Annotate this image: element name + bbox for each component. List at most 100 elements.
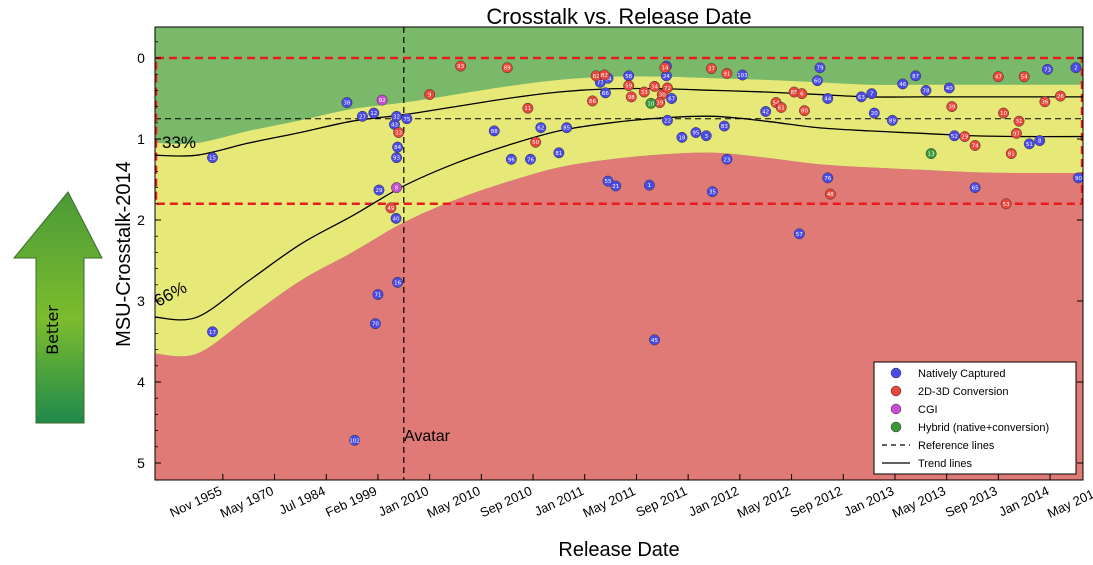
data-point-2d-3d-conversion[interactable]: 36 (1039, 96, 1051, 108)
data-point-2d-3d-conversion[interactable]: 29 (959, 131, 971, 143)
data-point-cgi[interactable]: 8 (391, 182, 403, 194)
data-point-natively-captured[interactable]: 58 (623, 70, 635, 82)
data-point-label: 81 (555, 151, 562, 157)
data-point-natively-captured[interactable]: 40 (390, 212, 402, 224)
data-point-natively-captured[interactable]: 102 (349, 434, 361, 446)
data-point-natively-captured[interactable]: 79 (814, 62, 826, 74)
data-point-natively-captured[interactable]: 52 (948, 130, 960, 142)
data-point-2d-3d-conversion[interactable]: 86 (587, 95, 598, 107)
data-point-natively-captured[interactable]: 44 (822, 93, 834, 104)
data-point-natively-captured[interactable]: 95 (690, 127, 702, 138)
data-point-natively-captured[interactable]: 89 (886, 114, 898, 126)
data-point-natively-captured[interactable]: 88 (488, 125, 500, 137)
data-point-2d-3d-conversion[interactable]: 49 (385, 202, 397, 214)
data-point-marker (705, 63, 717, 74)
data-point-natively-captured[interactable]: 73 (1042, 63, 1053, 75)
data-point-natively-captured[interactable]: 18 (676, 131, 688, 143)
data-point-natively-captured[interactable]: 96 (505, 153, 517, 165)
data-point-2d-3d-conversion[interactable]: 54 (1018, 71, 1030, 83)
data-point-natively-captured[interactable]: 7 (866, 88, 878, 100)
data-point-natively-captured[interactable]: 55 (602, 175, 614, 187)
data-point-2d-3d-conversion[interactable]: 33 (393, 127, 405, 138)
data-point-2d-3d-conversion[interactable]: 31 (1013, 115, 1025, 127)
data-point-natively-captured[interactable]: 76 (525, 153, 536, 165)
data-point-natively-captured[interactable]: 71 (372, 289, 384, 300)
data-point-2d-3d-conversion[interactable]: 97 (1010, 127, 1022, 139)
data-point-natively-captured[interactable]: 22 (662, 114, 673, 126)
data-point-2d-3d-conversion[interactable]: 9 (424, 89, 436, 100)
data-point-2d-3d-conversion[interactable]: 33 (638, 86, 650, 98)
data-point-2d-3d-conversion[interactable]: 91 (721, 67, 733, 79)
data-point-natively-captured[interactable]: 66 (599, 87, 611, 99)
data-point-natively-captured[interactable]: 46 (897, 78, 909, 90)
data-point-natively-captured[interactable]: 103 (736, 69, 748, 81)
data-point-natively-captured[interactable]: 93 (391, 152, 403, 164)
data-point-natively-captured[interactable]: 62 (535, 122, 547, 134)
data-point-2d-3d-conversion[interactable]: 59 (623, 80, 635, 91)
data-point-natively-captured[interactable]: 2 (1070, 62, 1082, 74)
data-point-natively-captured[interactable]: 8 (1034, 135, 1046, 147)
data-point-2d-3d-conversion[interactable]: 37 (705, 63, 717, 74)
data-point-natively-captured[interactable]: 51 (1023, 138, 1035, 150)
data-point-2d-3d-conversion[interactable]: 81 (1005, 148, 1017, 160)
data-point-natively-captured[interactable]: 12 (368, 107, 380, 119)
data-point-2d-3d-conversion[interactable]: 14 (659, 62, 671, 74)
data-point-natively-captured[interactable]: 76 (822, 172, 834, 184)
data-point-2d-3d-conversion[interactable]: 47 (992, 71, 1004, 83)
data-point-2d-3d-conversion[interactable]: 11 (522, 102, 534, 114)
data-point-natively-captured[interactable]: 83 (718, 120, 730, 132)
data-point-2d-3d-conversion[interactable]: 10 (998, 107, 1009, 119)
data-point-natively-captured[interactable]: 27 (356, 110, 368, 122)
data-point-2d-3d-conversion[interactable]: 93 (455, 60, 467, 72)
data-point-2d-3d-conversion[interactable]: 6 (796, 88, 808, 100)
data-point-natively-captured[interactable]: 57 (793, 228, 805, 240)
data-point-natively-captured[interactable]: 78 (920, 84, 932, 96)
data-point-2d-3d-conversion[interactable]: 72 (662, 82, 673, 94)
data-point-hybrid-native-conversion[interactable]: 10 (645, 97, 657, 109)
data-point-natively-captured[interactable]: 65 (969, 182, 981, 194)
data-point-natively-captured[interactable]: 35 (706, 186, 718, 198)
data-point-natively-captured[interactable]: 16 (392, 276, 404, 288)
data-point-natively-captured[interactable]: 29 (373, 184, 385, 196)
data-point-2d-3d-conversion[interactable]: 34 (649, 80, 660, 92)
data-point-2d-3d-conversion[interactable]: 61 (775, 101, 787, 113)
data-point-hybrid-native-conversion[interactable]: 13 (925, 148, 937, 160)
data-point-natively-captured[interactable]: 20 (868, 107, 880, 119)
data-point-marker (369, 318, 381, 330)
data-point-natively-captured[interactable]: 17 (207, 326, 218, 338)
data-point-2d-3d-conversion[interactable]: 98 (625, 91, 637, 103)
data-point-natively-captured[interactable]: 70 (369, 318, 381, 330)
data-point-2d-3d-conversion[interactable]: 39 (946, 101, 958, 113)
data-point-natively-captured[interactable]: 32 (391, 110, 403, 122)
data-point-2d-3d-conversion[interactable]: 82 (598, 69, 610, 81)
data-point-2d-3d-conversion[interactable]: 26 (1054, 90, 1066, 102)
data-point-natively-captured[interactable]: 23 (721, 153, 733, 165)
data-point-natively-captured[interactable]: 85 (561, 122, 573, 134)
data-point-natively-captured[interactable]: 21 (610, 180, 622, 192)
data-point-label: 8 (395, 186, 399, 192)
legend-entry: Trend lines (882, 458, 973, 470)
data-point-natively-captured[interactable]: 87 (910, 70, 922, 82)
data-point-natively-captured[interactable]: 90 (1073, 172, 1083, 184)
data-point-2d-3d-conversion[interactable]: 50 (530, 136, 542, 148)
data-point-natively-captured[interactable]: 45 (649, 334, 660, 346)
data-point-2d-3d-conversion[interactable]: 53 (1000, 198, 1012, 210)
data-point-natively-captured[interactable]: 3 (700, 130, 712, 142)
data-point-natively-captured[interactable]: 67 (666, 93, 678, 104)
data-point-natively-captured[interactable]: 1 (643, 179, 655, 191)
data-point-2d-3d-conversion[interactable]: 48 (824, 188, 836, 200)
data-point-natively-captured[interactable]: 40 (943, 82, 955, 94)
data-point-cgi[interactable]: 92 (376, 94, 388, 106)
data-point-natively-captured[interactable]: 81 (553, 147, 565, 159)
data-point-2d-3d-conversion[interactable]: 80 (799, 105, 810, 117)
data-point-natively-captured[interactable]: 38 (341, 97, 353, 109)
data-point-natively-captured[interactable]: 63 (855, 91, 867, 103)
data-point-2d-3d-conversion[interactable]: 74 (969, 140, 981, 151)
data-point-natively-captured[interactable]: 60 (811, 75, 823, 87)
data-point-2d-3d-conversion[interactable]: 89 (501, 62, 513, 74)
data-point-natively-captured[interactable]: 42 (760, 106, 772, 117)
data-point-natively-captured[interactable]: 15 (207, 152, 218, 164)
data-point-natively-captured[interactable]: 75 (401, 113, 413, 125)
legend-entry: CGI (890, 403, 938, 416)
data-point-natively-captured[interactable]: 84 (392, 141, 404, 153)
